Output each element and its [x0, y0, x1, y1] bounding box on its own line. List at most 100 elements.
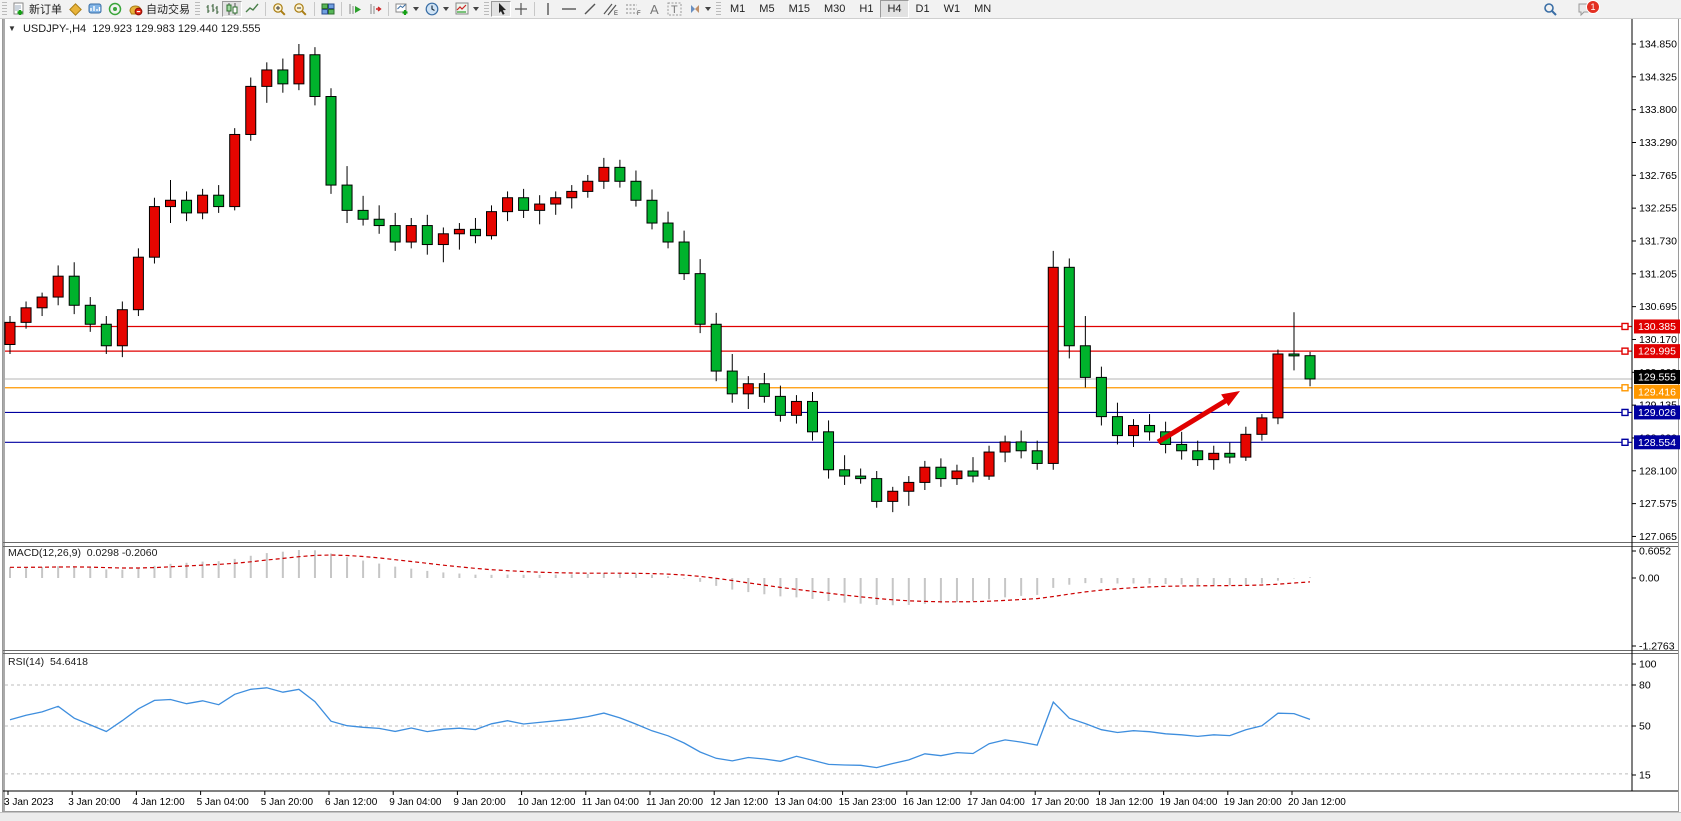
macd-signal-line: [10, 554, 1311, 603]
candlestick-chart-button[interactable]: [222, 1, 242, 17]
price-line-labels[interactable]: 130.385 129.995 129.416 129.026 128.554 129.5…: [1621, 319, 1680, 450]
new-order-label: 新订单: [29, 4, 62, 16]
line-handle[interactable]: [1621, 347, 1629, 355]
toolbar-grip[interactable]: [2, 2, 7, 16]
price-tick-label: 132.255: [1639, 203, 1677, 215]
price-line-label[interactable]: [1634, 344, 1680, 359]
new-chart-dropdown[interactable]: [392, 1, 422, 17]
price-tick-label: 133.290: [1639, 137, 1677, 149]
horizontal-line-button[interactable]: [558, 1, 580, 17]
rsi-axis-label: 80: [1639, 680, 1651, 692]
line-handle[interactable]: [1621, 438, 1629, 447]
channel-icon: E: [603, 3, 618, 16]
rsi-axis-label: 100: [1639, 659, 1657, 671]
time-axis[interactable]: 3 Jan 2023 3 Jan 20:00 4 Jan 12:00 5 Jan 04…: [4, 791, 1346, 808]
timeframe-button-w1[interactable]: W1: [943, 3, 961, 15]
fibonacci-button[interactable]: F: [622, 1, 644, 17]
indicators-dropdown[interactable]: [452, 1, 482, 17]
text-button[interactable]: A: [644, 1, 664, 17]
line-handle[interactable]: [1621, 384, 1629, 392]
timeframe-button-mn[interactable]: MN: [974, 3, 992, 15]
auto-scroll-icon: [349, 4, 361, 14]
profiles-button[interactable]: [65, 1, 85, 17]
equidistant-channel-button[interactable]: E: [600, 1, 622, 17]
notifications-button[interactable]: 1: [1575, 0, 1600, 17]
cursor-button[interactable]: [491, 1, 511, 17]
line-chart-button[interactable]: [242, 1, 262, 17]
time-tick-label: 3 Jan 20:00: [68, 797, 121, 808]
candlestick-series: [4, 44, 1316, 513]
text-label-button[interactable]: T: [664, 1, 685, 17]
time-tick-label: 13 Jan 04:00: [774, 797, 832, 808]
timeframe-button-d1[interactable]: D1: [915, 3, 930, 15]
timeframe-button-m30[interactable]: M30: [823, 3, 846, 15]
window-bottom-strip: [0, 812, 1681, 821]
price-tick-label: 130.695: [1639, 301, 1677, 313]
chart-symbol-title: ▼ USDJPY-,H4 129.923 129.983 129.440 129…: [8, 23, 261, 35]
price-line-label[interactable]: [1634, 319, 1680, 334]
search-button[interactable]: [1540, 1, 1561, 17]
time-tick-label: 19 Jan 04:00: [1160, 797, 1218, 808]
price-tick-label: 130.170: [1639, 334, 1677, 346]
auto-scroll-button[interactable]: [345, 1, 365, 17]
macd-axis-label: -1.2763: [1639, 641, 1675, 653]
toolbar-grip[interactable]: [484, 2, 489, 16]
time-tick-label: 11 Jan 20:00: [646, 797, 704, 808]
timeframe-button-m5[interactable]: M5: [759, 3, 775, 15]
trendline-icon: [584, 3, 596, 15]
toolbar-grip[interactable]: [195, 2, 200, 16]
bar-chart-button[interactable]: [202, 1, 222, 17]
zoom-out-button[interactable]: [290, 1, 311, 17]
price-line-label-text: 129.026: [1638, 407, 1676, 419]
symbol-period-label: USDJPY-,H4: [22, 23, 87, 35]
tile-windows-icon: [321, 3, 335, 15]
crosshair-button[interactable]: [511, 1, 531, 17]
price-line-label[interactable]: [1634, 405, 1680, 420]
autotrading-label: 自动交易: [146, 4, 190, 16]
time-tick-label: 3 Jan 2023: [4, 797, 54, 808]
price-axis[interactable]: 134.850 134.325 133.800 133.290 132.765 132.2…: [1631, 19, 1677, 791]
line-handle[interactable]: [1621, 408, 1629, 417]
period-clock-dropdown[interactable]: [422, 1, 452, 17]
toolbar-grip[interactable]: [716, 2, 721, 16]
chevron-down-icon: [473, 7, 479, 11]
signals-button[interactable]: [105, 1, 125, 17]
market-watch-button[interactable]: [85, 1, 105, 17]
autotrading-button[interactable]: 自动交易: [125, 1, 193, 17]
crosshair-icon: [515, 3, 527, 15]
new-order-button[interactable]: 新订单: [9, 1, 65, 17]
price-tick-label: 127.065: [1639, 531, 1677, 543]
zoom-in-button[interactable]: [269, 1, 290, 17]
timeframe-button-h4[interactable]: H4: [880, 0, 909, 18]
svg-text:T: T: [671, 4, 678, 16]
cursor-icon: [498, 3, 506, 15]
chart-shift-button[interactable]: [365, 1, 385, 17]
timeframe-button-m1[interactable]: M1: [730, 3, 746, 15]
indicators-icon: [455, 2, 469, 15]
fibonacci-icon: F: [626, 4, 641, 16]
trendline-button[interactable]: [580, 1, 600, 17]
rsi-name: RSI(14): [8, 656, 45, 668]
arrows-dropdown[interactable]: [685, 1, 714, 17]
price-tick-label: 133.800: [1639, 104, 1677, 116]
text-icon: A: [650, 2, 659, 16]
vertical-line-button[interactable]: [538, 1, 558, 17]
chevron-down-icon: [443, 7, 449, 11]
price-line-label[interactable]: [1634, 435, 1680, 450]
price-tick-label: 134.325: [1639, 71, 1677, 83]
horizontal-lines[interactable]: [5, 325, 1632, 443]
price-line-label[interactable]: [1634, 384, 1680, 399]
time-tick-label: 15 Jan 23:00: [839, 797, 897, 808]
price-line-label-text: 128.554: [1638, 437, 1676, 449]
timeframe-button-h1[interactable]: H1: [859, 3, 874, 15]
chevron-down-icon[interactable]: ▼: [8, 24, 16, 33]
rsi-line: [9, 687, 1311, 769]
line-handle[interactable]: [1621, 322, 1629, 331]
trend-arrow-annotation[interactable]: [1156, 391, 1240, 445]
time-tick-label: 4 Jan 12:00: [132, 797, 185, 808]
time-tick-label: 9 Jan 20:00: [453, 797, 506, 808]
tile-windows-button[interactable]: [318, 1, 338, 17]
timeframe-button-m15[interactable]: M15: [788, 3, 810, 15]
